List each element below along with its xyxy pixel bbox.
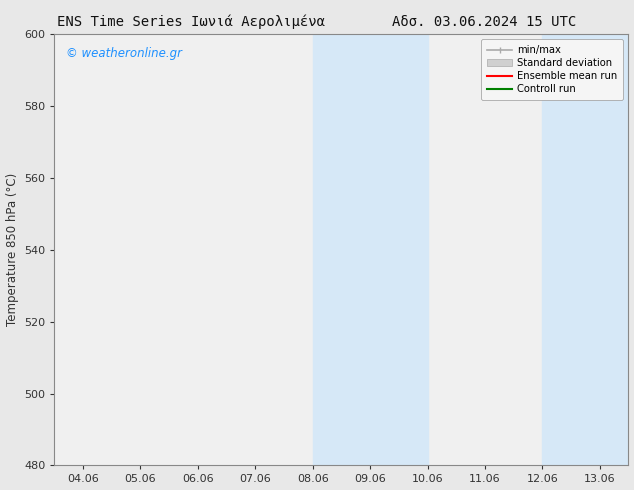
Text: © weatheronline.gr: © weatheronline.gr — [66, 47, 182, 60]
Text: ENS Time Series Ιωνιά Αερολιμένα        Αδσ. 03.06.2024 15 UTC: ENS Time Series Ιωνιά Αερολιμένα Αδσ. 03… — [57, 15, 577, 29]
Bar — [542, 34, 628, 465]
Legend: min/max, Standard deviation, Ensemble mean run, Controll run: min/max, Standard deviation, Ensemble me… — [481, 39, 623, 100]
Y-axis label: Temperature 850 hPa (°C): Temperature 850 hPa (°C) — [6, 173, 18, 326]
Bar — [313, 34, 427, 465]
